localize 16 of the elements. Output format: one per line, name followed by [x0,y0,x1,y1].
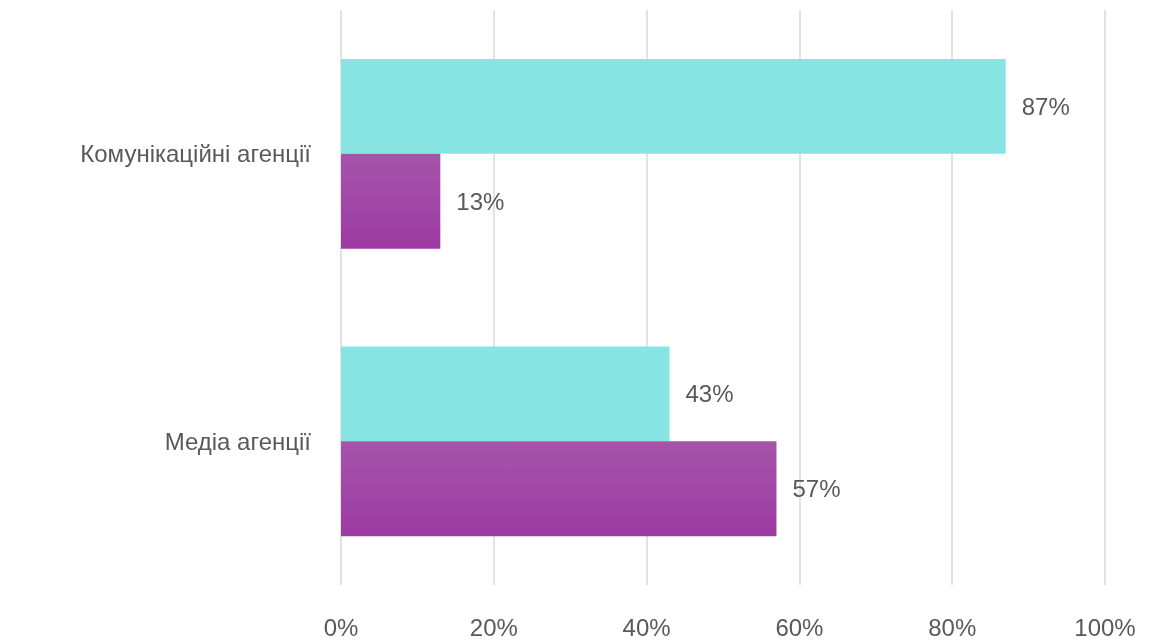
bar [341,441,777,537]
x-tick-label: 20% [469,613,518,641]
data-label: 13% [456,187,505,215]
data-label: 87% [1021,92,1070,120]
x-tick-label: 60% [775,613,824,641]
data-label: 43% [685,380,734,408]
x-tick-label: 80% [928,613,977,641]
bar [341,58,1006,154]
data-label: 57% [792,475,841,503]
y-tick-label: Медіа агенції [164,427,312,455]
x-tick-label: 100% [1074,613,1136,641]
y-tick-label: Комунікаційні агенції [80,140,312,168]
bar [341,153,441,249]
x-tick-label: 0% [323,613,359,641]
x-tick-label: 40% [622,613,671,641]
bar [341,346,670,442]
